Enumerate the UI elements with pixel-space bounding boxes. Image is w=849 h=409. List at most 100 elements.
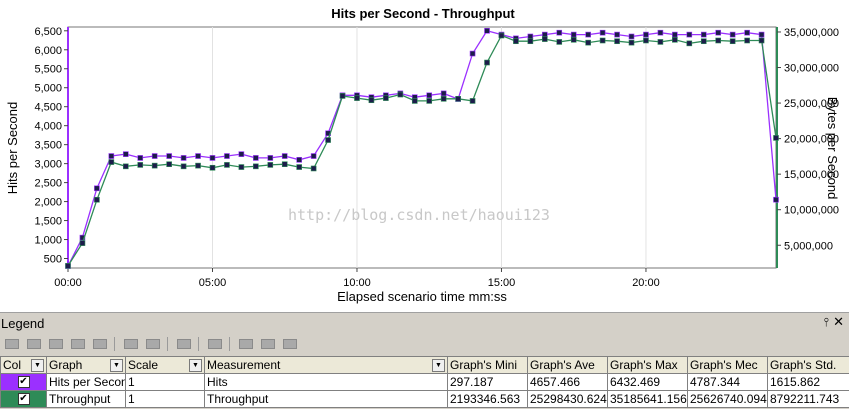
x-tick-label: 10:00 [343, 277, 371, 289]
y-right-tick-label: 10,000,000 [784, 205, 839, 217]
show-selected-icon[interactable] [48, 337, 64, 351]
median-cell: 4787.344 [688, 374, 768, 391]
pin-icon[interactable]: ⫯ [824, 315, 829, 330]
dropdown-arrow-icon[interactable]: ▼ [31, 359, 44, 372]
color-cell[interactable]: ✔ [1, 391, 47, 408]
save-icon[interactable] [282, 337, 298, 351]
data-point-marker [557, 30, 562, 35]
dropdown-arrow-icon[interactable]: ▼ [432, 359, 445, 372]
col-header-std[interactable]: Graph's Std. [768, 357, 849, 374]
data-point-marker [167, 162, 172, 167]
data-point-marker [152, 163, 157, 168]
legend-row-throughput[interactable]: ✔ Throughput 1 Throughput 2193346.563 25… [1, 391, 849, 408]
column-label: Graph's Std. [770, 358, 836, 372]
min-cell: 2193346.563 [448, 391, 528, 408]
filter-icon[interactable] [92, 337, 108, 351]
data-point-marker [499, 33, 504, 38]
data-point-marker [643, 32, 648, 37]
std-cell: 8792211.743 [768, 391, 849, 408]
data-point-marker [297, 165, 302, 170]
color-swatch[interactable]: ✔ [1, 391, 46, 407]
data-point-marker [326, 138, 331, 143]
data-point-marker [586, 40, 591, 45]
link-icon[interactable] [70, 337, 86, 351]
col-header-measurement[interactable]: Measurement▼ [205, 357, 448, 374]
columns-icon[interactable] [207, 337, 223, 351]
merge-icon[interactable] [145, 337, 161, 351]
col-header-max[interactable]: Graph's Max [608, 357, 688, 374]
configure-icon[interactable] [123, 337, 139, 351]
column-label: Graph's Mini [450, 358, 517, 372]
data-point-marker [282, 162, 287, 167]
data-point-marker [354, 96, 359, 101]
plot-area [68, 27, 776, 268]
data-point-marker [268, 155, 273, 160]
column-label: Graph's Ave [530, 358, 595, 372]
dropdown-arrow-icon[interactable]: ▼ [110, 359, 123, 372]
data-point-marker [485, 60, 490, 65]
show-all-icon[interactable] [4, 337, 20, 351]
data-point-marker [485, 28, 490, 33]
data-point-marker [196, 154, 201, 159]
export-icon[interactable] [238, 337, 254, 351]
watermark: http://blog.csdn.net/haoui123 [288, 206, 550, 224]
x-axis-label: Elapsed scenario time mm:ss [337, 289, 507, 304]
dropdown-arrow-icon[interactable]: ▼ [189, 359, 202, 372]
data-point-marker [716, 30, 721, 35]
data-point-marker [615, 39, 620, 44]
col-header-scale[interactable]: Scale▼ [126, 357, 205, 374]
color-cell[interactable]: ✔ [1, 374, 47, 391]
data-point-marker [470, 51, 475, 56]
col-header-graph[interactable]: Graph▼ [47, 357, 126, 374]
hide-all-icon[interactable] [26, 337, 42, 351]
data-point-marker [268, 162, 273, 167]
data-point-marker [701, 39, 706, 44]
data-point-marker [716, 38, 721, 43]
close-icon[interactable]: ✕ [833, 314, 844, 330]
legend-toolbar [4, 335, 304, 353]
data-point-marker [66, 263, 71, 268]
y-left-tick-label: 2,000 [34, 197, 62, 209]
avg-cell: 25298430.624 [528, 391, 608, 408]
data-point-marker [340, 93, 345, 98]
data-point-marker [239, 152, 244, 157]
data-point-marker [123, 152, 128, 157]
data-point-marker [672, 37, 677, 42]
column-label: Graph's Max [610, 358, 678, 372]
col-header-min[interactable]: Graph's Mini [448, 357, 528, 374]
visibility-checkbox[interactable]: ✔ [18, 376, 30, 388]
y-left-tick-label: 4,500 [34, 102, 62, 114]
legend-panel: Legend ⫯ ✕ Col▼ Graph▼ Scale▼ Measurem [0, 312, 849, 409]
data-point-marker [557, 39, 562, 44]
data-point-marker [427, 93, 432, 98]
legend-row-hits[interactable]: ✔ Hits per Second 1 Hits 297.187 4657.46… [1, 374, 849, 391]
chart-title: Hits per Second - Throughput [331, 6, 515, 21]
copy-icon[interactable] [260, 337, 276, 351]
visibility-checkbox[interactable]: ✔ [18, 393, 30, 405]
data-point-marker [571, 37, 576, 42]
data-point-marker [138, 162, 143, 167]
y-left-tick-label: 5,500 [34, 64, 62, 76]
data-point-marker [759, 32, 764, 37]
data-point-marker [470, 98, 475, 103]
graph-cell: Throughput [47, 391, 126, 408]
col-header-color[interactable]: Col▼ [1, 357, 47, 374]
median-cell: 25626740.094 [688, 391, 768, 408]
data-point-marker [383, 96, 388, 101]
y-right-axis-label: Bytes per Second [825, 97, 840, 200]
y-left-tick-label: 6,000 [34, 45, 62, 57]
data-point-marker [253, 155, 258, 160]
x-tick-label: 05:00 [199, 277, 227, 289]
data-point-marker [513, 39, 518, 44]
properties-icon[interactable] [176, 337, 192, 351]
data-point-marker [253, 164, 258, 169]
data-point-marker [94, 197, 99, 202]
data-point-marker [94, 186, 99, 191]
col-header-median[interactable]: Graph's Mec [688, 357, 768, 374]
col-header-avg[interactable]: Graph's Ave [528, 357, 608, 374]
y-left-tick-label: 2,500 [34, 178, 62, 190]
y-left-tick-label: 3,500 [34, 140, 62, 152]
y-left-tick-label: 3,000 [34, 159, 62, 171]
data-point-marker [181, 155, 186, 160]
color-swatch[interactable]: ✔ [1, 374, 46, 390]
